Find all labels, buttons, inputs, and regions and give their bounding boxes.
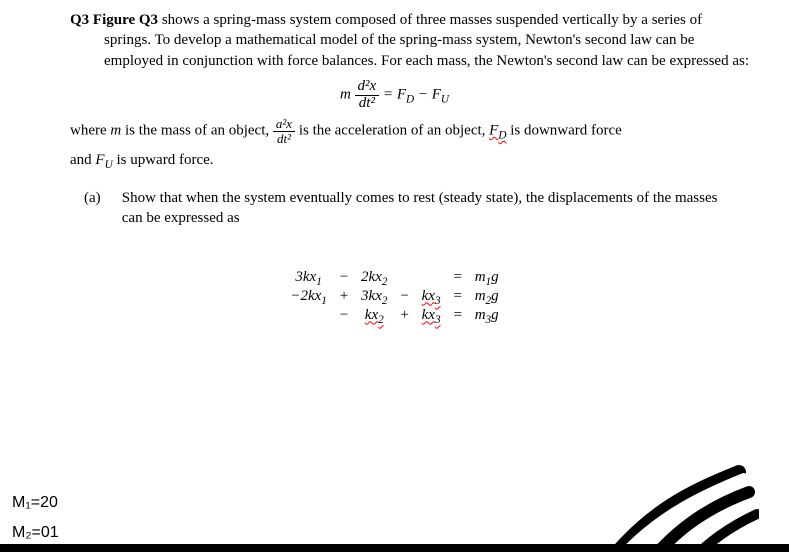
- eq-row-1: 3kx1 − 2kx2 = m1g: [284, 268, 504, 287]
- where-fd: F: [489, 123, 498, 139]
- r3c7: m: [475, 307, 486, 323]
- corner-streak-icon: [559, 452, 759, 552]
- r1c1: 3kx: [295, 269, 316, 285]
- r2c4: −: [393, 287, 415, 306]
- where-a: where: [70, 123, 110, 139]
- r1c3: 2kx: [361, 269, 382, 285]
- eq-sub-u: U: [441, 93, 449, 105]
- r1c3s: 2: [382, 276, 388, 288]
- r2c3s: 2: [382, 295, 388, 307]
- r2c5: kx: [422, 288, 435, 304]
- where-and: and: [70, 152, 95, 168]
- eq-sub-d: D: [406, 93, 414, 105]
- r1c7: m: [475, 269, 486, 285]
- question-intro: Q3 Figure Q3 shows a spring-mass system …: [104, 10, 749, 71]
- r2c6: =: [447, 287, 469, 306]
- where-m: m: [110, 123, 121, 139]
- q-label: Q3: [70, 12, 89, 28]
- intro-text: shows a spring-mass system composed of t…: [104, 12, 749, 69]
- where-line1: where m is the mass of an object, a²x dt…: [70, 117, 749, 145]
- eq-row-3: − kx2 + kx3 = m3g: [284, 306, 504, 325]
- r3c2: −: [333, 306, 355, 325]
- r3c4: +: [393, 306, 415, 325]
- where-frac: a²x dt²: [273, 117, 295, 145]
- r1c1s: 1: [316, 276, 322, 288]
- r1c2: −: [333, 268, 355, 287]
- bottom-black-bar: [0, 544, 789, 552]
- where-upforce: is upward force.: [113, 152, 214, 168]
- fig-ref: Figure Q3: [93, 12, 158, 28]
- r3c6: =: [447, 306, 469, 325]
- r2c7: m: [475, 288, 486, 304]
- where-fu: F: [95, 152, 104, 168]
- m2-value: M₂=01: [12, 524, 59, 542]
- where-den: dt²: [273, 132, 295, 146]
- part-a: (a) Show that when the system eventually…: [84, 188, 749, 229]
- where-b: is the mass of an object,: [121, 123, 273, 139]
- part-a-text: Show that when the system eventually com…: [122, 188, 742, 229]
- r3c3: kx: [365, 307, 378, 323]
- r1c6: =: [447, 268, 469, 287]
- newton-equation: m d²x dt² = FD − FU: [40, 79, 749, 112]
- r3c7g: g: [491, 307, 499, 323]
- r1c7g: g: [491, 269, 499, 285]
- where-fus: U: [105, 159, 113, 171]
- eq-rhs1: = F: [383, 86, 406, 102]
- eq-m: m: [340, 86, 351, 102]
- where-line2: and FU is upward force.: [70, 150, 749, 170]
- where-d: is downward force: [506, 123, 621, 139]
- r2c1s: 1: [321, 295, 327, 307]
- eq-row-2: −2kx1 + 3kx2 − kx3 = m2g: [284, 287, 504, 306]
- r2c1: −2kx: [290, 288, 321, 304]
- m1-value: M₁=20: [12, 494, 59, 512]
- r3c3s: 2: [378, 314, 384, 326]
- eq-minus: − F: [414, 86, 441, 102]
- where-c: is the acceleration of an object,: [295, 123, 489, 139]
- r2c2: +: [333, 287, 355, 306]
- part-a-label: (a): [84, 188, 118, 208]
- r3c5s: 3: [435, 314, 441, 326]
- r2c3: 3kx: [361, 288, 382, 304]
- eq-num: d²x: [355, 79, 380, 96]
- where-num: a²x: [273, 117, 295, 132]
- r3c5: kx: [422, 307, 435, 323]
- mass-values: M₁=20 M₂=01: [12, 482, 59, 542]
- r2c5s: 3: [435, 295, 441, 307]
- r2c7g: g: [491, 288, 499, 304]
- eq-frac: d²x dt²: [355, 79, 380, 112]
- eq-den: dt²: [355, 96, 380, 112]
- equation-system: 3kx1 − 2kx2 = m1g −2kx1 + 3kx2 − kx3 = m…: [284, 268, 504, 325]
